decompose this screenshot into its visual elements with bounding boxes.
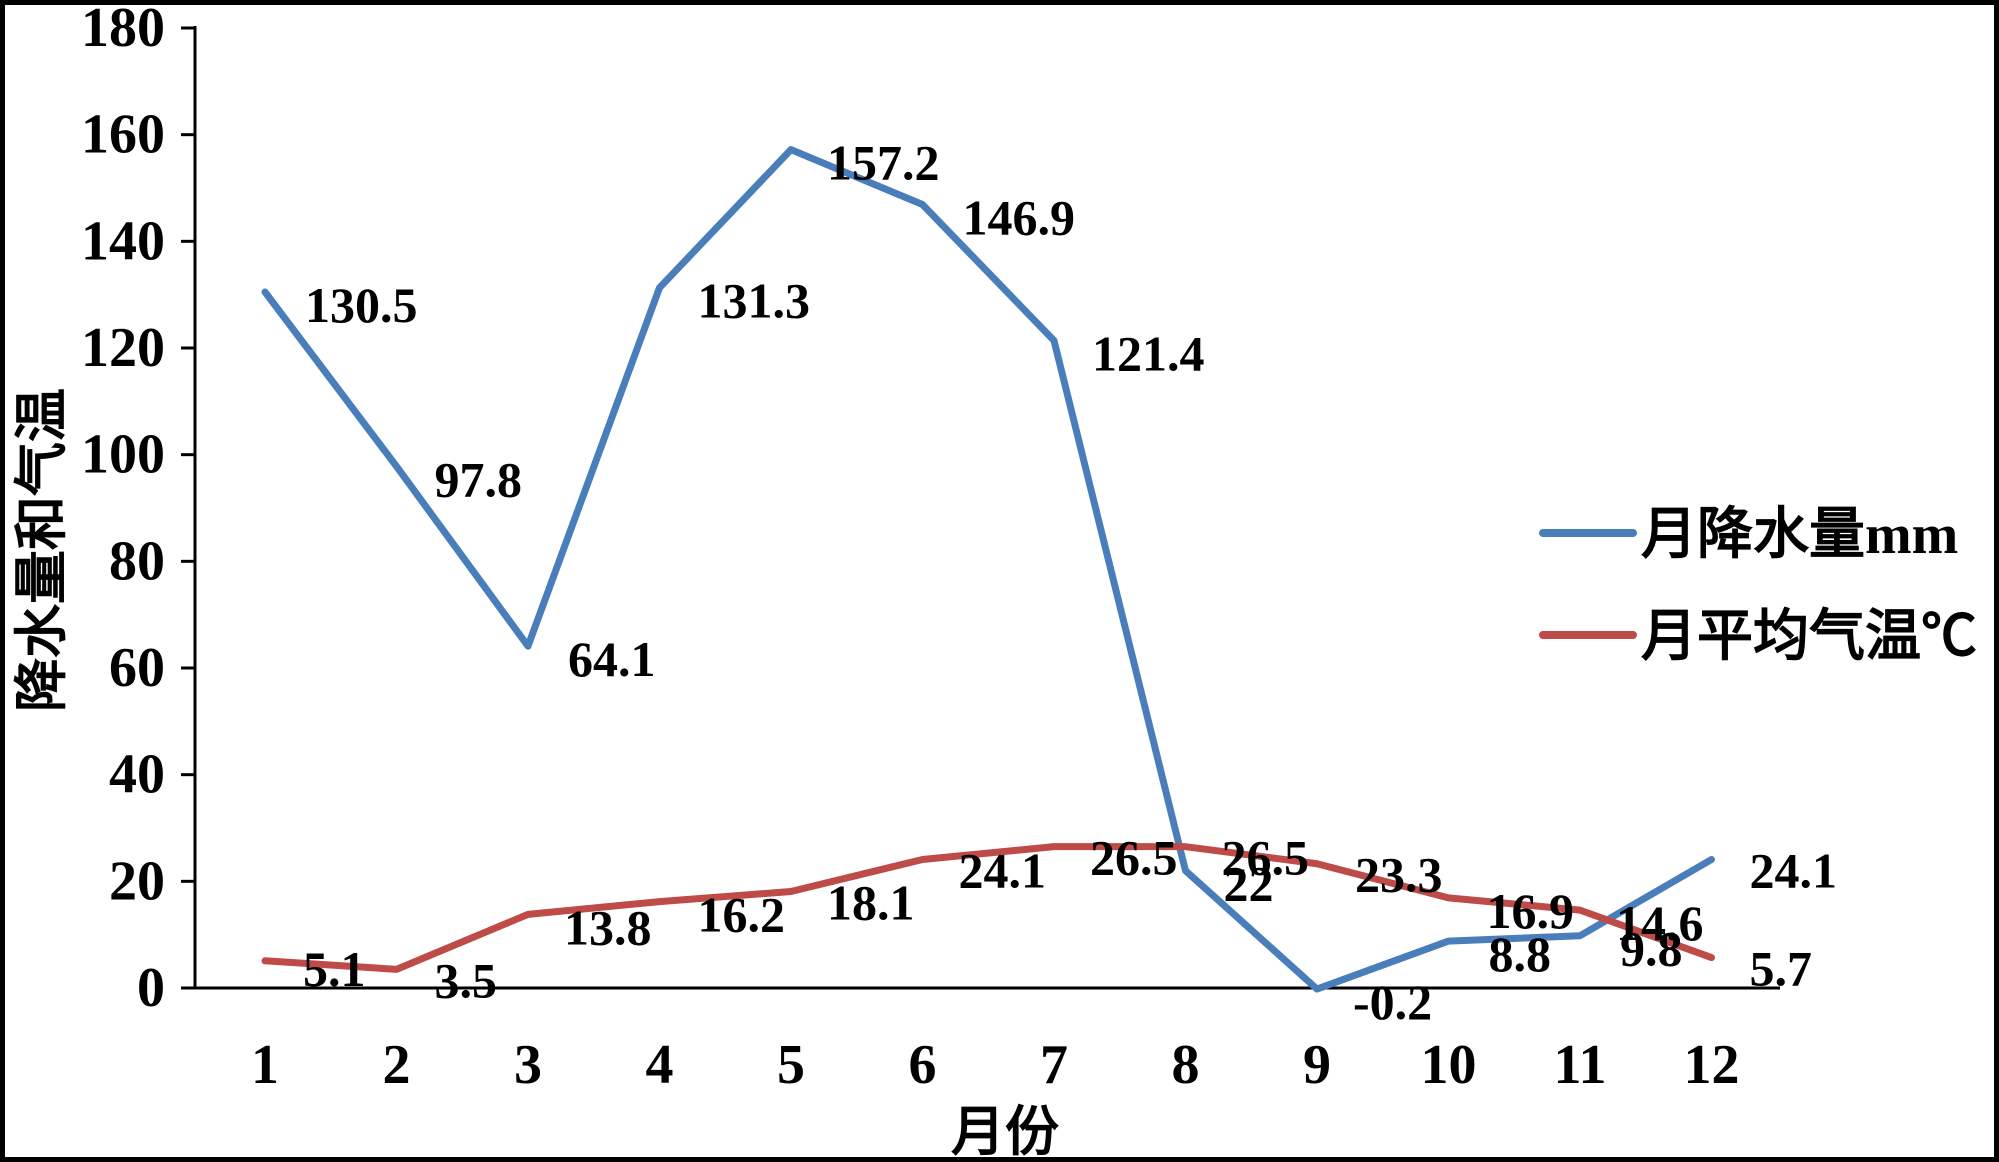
- y-tick-label: 160: [81, 104, 165, 166]
- data-label: -0.2: [1353, 974, 1432, 1030]
- y-tick-label: 40: [109, 744, 165, 806]
- x-tick-label: 8: [1172, 1034, 1200, 1096]
- data-label: 3.5: [435, 952, 498, 1008]
- x-tick-label: 12: [1684, 1034, 1740, 1096]
- y-tick-label: 80: [109, 530, 165, 592]
- data-label: 130.5: [305, 277, 418, 333]
- data-label: 26.5: [1090, 830, 1178, 886]
- data-label: 16.9: [1487, 883, 1575, 939]
- x-tick-label: 9: [1303, 1034, 1331, 1096]
- x-tick-label: 4: [646, 1034, 674, 1096]
- data-label: 24.1: [959, 842, 1047, 898]
- y-axis-title: 降水量和气温: [12, 388, 72, 712]
- x-tick-label: 1: [251, 1034, 279, 1096]
- data-label: 26.5: [1222, 830, 1310, 886]
- data-label: 97.8: [435, 451, 523, 507]
- y-tick-label: 60: [109, 637, 165, 699]
- y-tick-label: 120: [81, 317, 165, 379]
- data-label: 157.2: [827, 135, 940, 191]
- series-line-1: [261, 146, 1715, 993]
- data-label: 18.1: [827, 874, 915, 930]
- data-label: 16.2: [698, 887, 786, 943]
- x-tick-label: 10: [1421, 1034, 1477, 1096]
- data-label: 64.1: [568, 631, 656, 687]
- y-tick-label: 20: [109, 850, 165, 912]
- data-label: 9.8: [1620, 921, 1683, 977]
- x-tick-label: 11: [1554, 1034, 1607, 1096]
- x-tick-label: 3: [514, 1034, 542, 1096]
- x-tick-label: 6: [909, 1034, 937, 1096]
- data-label: 14.6: [1616, 895, 1704, 951]
- y-tick-label: 180: [81, 5, 165, 59]
- y-tick-label: 140: [81, 210, 165, 272]
- series-line-2: [261, 843, 1715, 973]
- data-label: 24.1: [1750, 842, 1838, 898]
- data-label: 131.3: [698, 273, 811, 329]
- data-label: 5.1: [303, 941, 366, 997]
- data-label: 121.4: [1092, 326, 1205, 382]
- data-label: 22: [1224, 856, 1274, 912]
- data-label: 5.7: [1750, 941, 1813, 997]
- data-label: 8.8: [1489, 926, 1552, 982]
- y-tick-label: 100: [81, 424, 165, 486]
- legend-label: 月降水量mm: [1641, 504, 1958, 566]
- data-label: 23.3: [1355, 847, 1443, 903]
- data-label: 146.9: [963, 190, 1076, 246]
- x-axis-title: 月份: [951, 1102, 1059, 1157]
- chart-frame: 0 20 40 60 80 100 120 140 160 180 1 2 3 4 5 6 7 8 9 10 11 12 月…: [5, 5, 1994, 1157]
- legend-label: 月平均气温℃: [1641, 606, 1977, 668]
- x-tick-label: 7: [1040, 1034, 1068, 1096]
- data-label: 13.8: [564, 899, 652, 955]
- y-tick-label: 0: [137, 957, 165, 1019]
- x-tick-label: 5: [777, 1034, 805, 1096]
- x-tick-label: 2: [383, 1034, 411, 1096]
